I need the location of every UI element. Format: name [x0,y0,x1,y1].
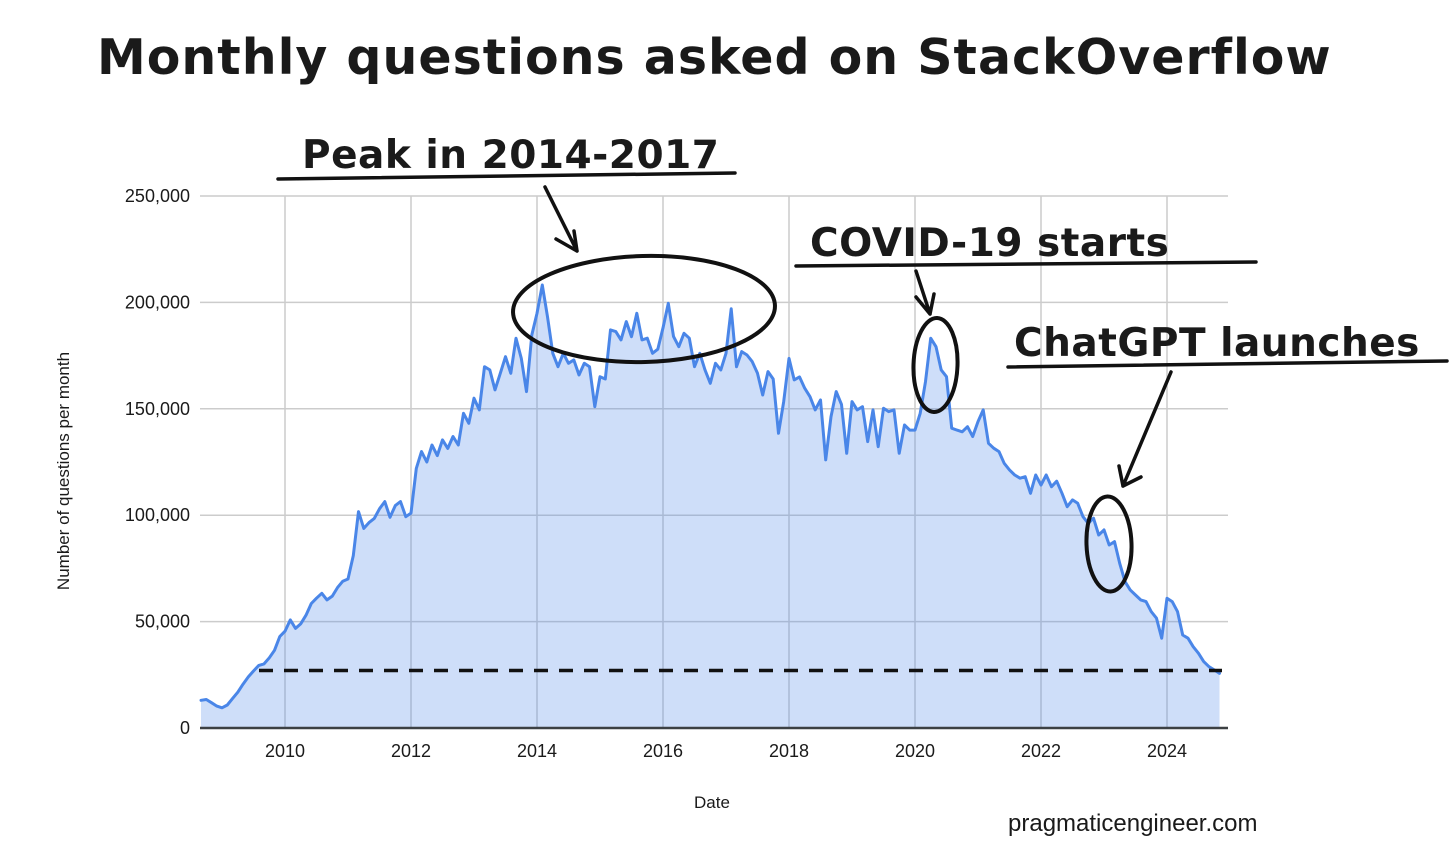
annotation-peak-arrow-icon [543,185,579,253]
annotation-chatgpt: ChatGPT launches [1006,321,1449,594]
vertical-gridlines [284,196,1168,728]
annotation-peak-underline [276,171,737,181]
annotation-chatgpt-ellipse-icon [1084,494,1134,594]
x-tick-label: 2024 [1147,741,1187,761]
x-tick-label: 2012 [391,741,431,761]
y-axis-tick-labels: 0 50,000 100,000 150,000 200,000 250,000 [125,186,190,738]
series-line [199,283,1221,710]
y-tick-label: 200,000 [125,292,190,312]
chart-title: Monthly questions asked on StackOverflow [97,29,1332,86]
annotation-peak-ellipse-icon [511,253,777,365]
series-area-fill [201,285,1220,728]
annotation-chatgpt-underline [1006,359,1449,369]
annotation-peak-2014-2017: Peak in 2014-2017 [276,133,777,365]
y-tick-label: 250,000 [125,186,190,206]
annotation-chatgpt-arrow-icon [1117,370,1173,488]
y-axis-title: Number of questions per month [54,352,73,590]
x-tick-label: 2018 [769,741,809,761]
annotation-covid-label: COVID-19 starts [810,221,1169,266]
annotation-covid-underline [794,260,1258,268]
annotation-covid: COVID-19 starts [794,221,1258,414]
y-tick-label: 150,000 [125,399,190,419]
x-tick-label: 2014 [517,741,557,761]
y-tick-label: 50,000 [135,612,190,632]
x-tick-label: 2010 [265,741,305,761]
y-tick-label: 100,000 [125,505,190,525]
annotation-covid-ellipse-icon [911,316,960,414]
horizontal-gridlines [200,195,1228,623]
x-axis-title: Date [694,793,730,812]
x-tick-label: 2016 [643,741,683,761]
y-tick-label: 0 [180,718,190,738]
footer-credit: pragmaticengineer.com [1008,810,1257,837]
annotation-peak-label: Peak in 2014-2017 [302,133,719,178]
x-tick-label: 2020 [895,741,935,761]
x-tick-label: 2022 [1021,741,1061,761]
annotation-chatgpt-label: ChatGPT launches [1014,321,1420,366]
annotation-covid-arrow-icon [914,269,936,316]
x-axis-tick-labels: 2010 2012 2014 2016 2018 2020 2022 2024 [265,741,1187,761]
